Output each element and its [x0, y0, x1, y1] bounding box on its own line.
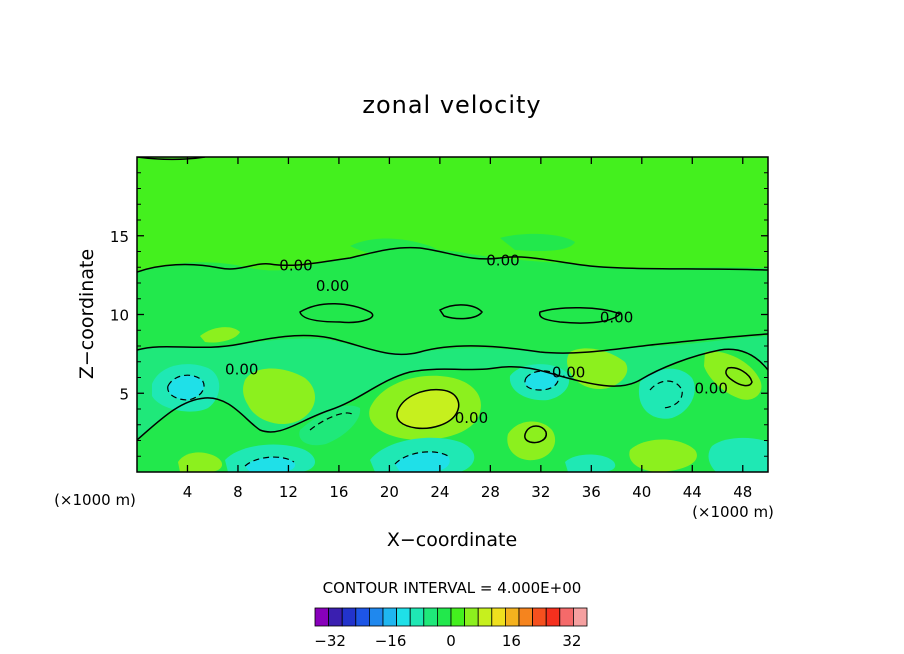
contour-line-positive-center	[396, 388, 460, 430]
core-positive-edge	[704, 351, 762, 400]
colorbar-swatch	[409, 607, 425, 627]
chart-title: zonal velocity	[362, 91, 541, 119]
colorbar-swatch	[368, 607, 384, 627]
y-tick-label: 15	[110, 228, 129, 246]
x-tick-label: 28	[481, 483, 500, 501]
colorbar-swatch	[436, 607, 452, 627]
x-tick-label: 12	[279, 483, 298, 501]
contour-line-zero-upper	[137, 246, 768, 273]
contour-line-positive-bottom	[524, 425, 547, 444]
contour-label: 0.00	[552, 364, 585, 382]
contour-labels: 0.000.000.000.000.000.00 0.000.00	[225, 252, 728, 428]
x-tick-label: 16	[329, 483, 348, 501]
colorbar-tick-label: −32	[314, 632, 346, 650]
core-negative-bottom-4	[708, 437, 768, 472]
contour-line-negative-bottom-1	[244, 456, 295, 467]
contour-line-negative-bottom-2	[394, 451, 449, 465]
y-tick-label: 5	[119, 385, 129, 403]
contour-line-positive-edge	[725, 366, 753, 387]
core-negative-right	[638, 368, 695, 419]
colorbar-swatch	[491, 607, 506, 627]
colorbar-tick-label: 0	[446, 632, 456, 650]
colorbar-swatch	[518, 607, 534, 627]
contour-line-zero-lower	[137, 348, 768, 441]
colorbar-swatch	[573, 607, 588, 627]
core-positive-bottom-2	[629, 439, 697, 472]
x-tick-label: 8	[233, 483, 243, 501]
x-unit-right: (×1000 m)	[692, 503, 774, 521]
x-axis-label: X−coordinate	[387, 529, 517, 551]
y-tick-label: 10	[110, 307, 129, 325]
core-negative-mid-inner	[524, 370, 559, 390]
core-positive-left	[243, 368, 316, 425]
colorbar-swatch	[477, 607, 493, 627]
colorbar-swatch	[559, 607, 574, 627]
core-positive-small	[200, 327, 240, 343]
contour-line-negative-mid	[524, 370, 559, 391]
contour-interval-label: CONTOUR INTERVAL = 4.000E+00	[323, 579, 582, 597]
velocity-field: 0.000.000.000.000.000.00 0.000.00	[137, 157, 768, 472]
colorbar-swatch	[450, 607, 466, 627]
core-negative-left-inner	[167, 375, 205, 400]
colorbar-tick-label: 16	[502, 632, 521, 650]
core-positive-bottom-1	[507, 421, 556, 461]
core-positive-center-inner	[396, 389, 459, 429]
contour-line-upper-scatter	[299, 303, 622, 324]
colorbar-swatch	[355, 607, 370, 627]
x-tick-label: 4	[183, 483, 193, 501]
contour-label: 0.00	[455, 409, 488, 427]
colorbar-swatch	[341, 607, 357, 627]
band-zero-upper	[350, 233, 575, 261]
contour-label: 0.00	[600, 308, 633, 326]
colorbar-swatch	[532, 607, 547, 627]
y-axis-label: Z−coordinate	[76, 249, 98, 379]
colorbar-tick-label: 32	[562, 632, 581, 650]
plot-area: 0.000.000.000.000.000.00 0.000.00 4 8 12 16 2…	[110, 156, 769, 501]
contour-line-zero-middle	[137, 333, 768, 356]
x-tick-label: 32	[531, 483, 550, 501]
contour-label: 0.00	[279, 256, 312, 274]
core-negative-bottom-3	[565, 454, 616, 472]
colorbar-swatch	[423, 607, 438, 627]
colorbar-swatch	[545, 607, 561, 627]
contour-line-negative-channel	[309, 412, 353, 431]
x-tick-label: 24	[430, 483, 449, 501]
colorbar: −32 −16 0 16 32	[314, 607, 588, 650]
contour-label: 0.00	[225, 360, 258, 378]
x-unit-left: (×1000 m)	[54, 491, 136, 509]
x-tick-label: 44	[683, 483, 702, 501]
colorbar-swatch	[382, 607, 398, 627]
contour-label: 0.00	[695, 379, 728, 397]
negative-contour-lines	[167, 370, 683, 467]
contour-label: 0.00	[316, 277, 349, 295]
x-tick-label: 36	[582, 483, 601, 501]
colorbar-tick-label: −16	[375, 632, 407, 650]
core-negative-channel	[299, 405, 361, 446]
x-tick-label: 40	[632, 483, 651, 501]
colorbar-swatch	[504, 607, 520, 627]
core-positive-right	[567, 348, 628, 390]
contour-line-negative-right	[649, 380, 683, 409]
core-negative-bottom-2-inner	[395, 451, 450, 472]
x-tick-label: 48	[733, 483, 752, 501]
core-negative-bottom-1-inner	[245, 457, 296, 472]
colorbar-swatch	[396, 607, 411, 627]
colorbar-swatch	[464, 607, 479, 627]
core-positive-bottom-3	[178, 452, 223, 472]
contour-line-negative-left	[167, 374, 205, 401]
colorbar-swatch	[314, 607, 330, 627]
contour-label: 0.00	[486, 252, 519, 270]
contour-lines	[137, 157, 768, 444]
x-tick-label: 20	[380, 483, 399, 501]
colorbar-swatch	[328, 607, 343, 627]
